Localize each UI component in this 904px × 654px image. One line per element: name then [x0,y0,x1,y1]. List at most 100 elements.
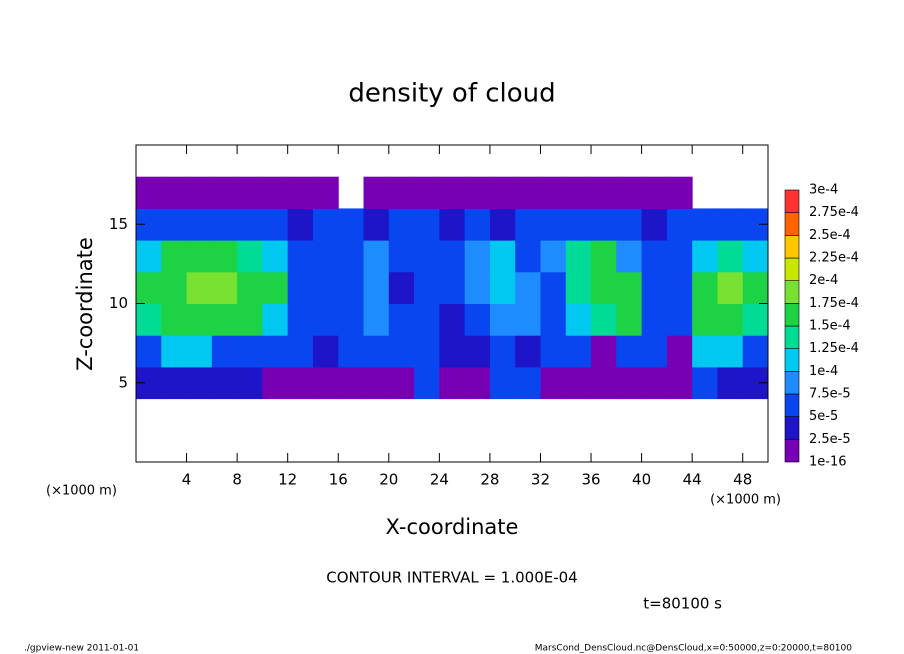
cell [742,271,769,304]
cell [363,240,390,273]
cell [312,366,339,400]
cell [515,335,541,368]
x-tick-label: 28 [480,471,499,489]
cell [262,271,289,304]
colorbar-label: 3e-4 [809,183,838,198]
cell [338,335,365,368]
cell [540,335,567,368]
cell [287,366,314,400]
cell [616,208,643,241]
cell [591,303,617,336]
cell [666,176,693,209]
cell [666,335,693,368]
colorbar-label: 1.5e-4 [809,319,851,334]
colorbar-label: 2e-4 [809,273,838,288]
cell [464,335,491,368]
cell [363,208,390,241]
cell [616,240,643,273]
cell [262,208,289,241]
cell [666,208,693,241]
y-tick-label: 5 [118,373,128,391]
cell [717,303,744,336]
cell [591,240,617,273]
cell [641,303,668,336]
cell [641,335,668,368]
x-tick-label: 48 [733,471,752,489]
cell [186,240,213,273]
cell [161,335,188,368]
cell [136,240,162,273]
colorbar-box [784,212,800,236]
cell [742,240,769,273]
cell [565,208,592,241]
x-tick-label: 4 [182,471,192,489]
cell [414,366,440,400]
cell [692,271,718,304]
colorbar-label: 2.75e-4 [809,205,859,220]
cell [312,240,339,273]
cell [540,176,567,209]
colorbar-box [784,393,800,417]
colorbar-label: 7.5e-5 [809,387,851,402]
cell [287,240,314,273]
cell [515,240,541,273]
cell [641,240,668,273]
cell [186,271,213,304]
cell [666,240,693,273]
x-tick-label: 12 [278,471,297,489]
colorbar-label: 1.75e-4 [809,296,859,311]
cell [489,176,516,209]
cell [262,240,289,273]
cell [287,176,314,209]
cell [717,271,744,304]
cell [692,335,718,368]
cell [211,240,238,273]
cell [692,366,718,400]
cell [363,303,390,336]
cell [186,366,213,400]
cell [591,271,617,304]
cell [363,271,390,304]
cell [591,176,617,209]
cell [666,271,693,304]
cell [439,208,466,241]
cell [591,335,617,368]
colorbar-label: 1e-4 [809,364,838,379]
footer-right: MarsCond_DensCloud.nc@DensCloud,x=0:5000… [535,644,852,654]
cell [489,366,516,400]
cell [186,303,213,336]
cell [136,271,162,304]
colorbar-box [784,303,800,327]
y-unit: (×1000 m) [46,484,117,499]
cell [439,303,466,336]
cell [641,208,668,241]
cell [717,366,744,400]
cell [717,240,744,273]
colorbar-box [784,235,800,259]
cell [312,271,339,304]
cell [237,271,263,304]
time-note: t=80100 s [643,595,722,613]
y-tick-label: 10 [109,294,128,312]
colorbar-label: 2.25e-4 [809,251,859,266]
cell [515,208,541,241]
cell [388,208,415,241]
cell [489,303,516,336]
cell [161,366,188,400]
cell [136,176,162,209]
cell [717,208,744,241]
cell [287,208,314,241]
cell [186,176,213,209]
cell [464,271,491,304]
colorbar-label: 1e-16 [809,455,847,470]
cell [312,303,339,336]
cell [211,335,238,368]
cell [565,303,592,336]
cell [692,240,718,273]
x-tick-label: 44 [683,471,702,489]
cell [237,335,263,368]
cell [211,208,238,241]
colorbar-box [784,416,800,440]
cell [666,366,693,400]
cell [742,303,769,336]
